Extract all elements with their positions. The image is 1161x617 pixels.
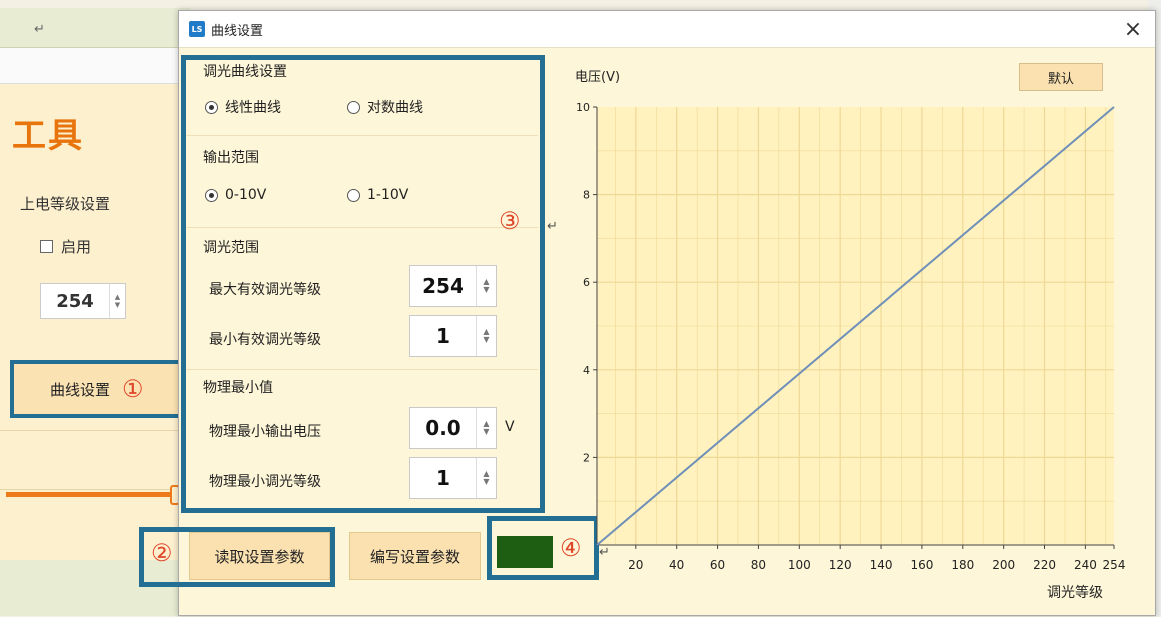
divider [186, 135, 538, 136]
background-divider-lines [0, 430, 190, 490]
radio-output-1-10v[interactable]: 1-10V [347, 187, 408, 203]
x-axis-title: 调光等级 [1047, 584, 1103, 601]
spin-arrows-icon[interactable]: ▲ ▼ [476, 266, 496, 306]
divider [186, 227, 538, 228]
x-tick-label: 240 [1074, 558, 1097, 572]
x-tick-label: 220 [1033, 558, 1056, 572]
titlebar-divider [179, 47, 1155, 48]
return-mark: ↵ [547, 219, 558, 234]
spin-arrows-icon[interactable]: ▲ ▼ [476, 458, 496, 498]
radio-button[interactable] [347, 188, 360, 202]
background-bottom-area [0, 560, 180, 616]
voltage-curve-line [596, 106, 1115, 546]
radio-button-selected[interactable] [205, 188, 218, 202]
physical-min-level-value[interactable]: 1 [436, 466, 450, 490]
enable-label: 启用 [61, 238, 92, 256]
x-tick-label: 40 [669, 558, 684, 572]
output-range-group-title: 输出范围 [203, 150, 259, 166]
x-tick-label: 254 [1103, 558, 1126, 572]
radio-button[interactable] [347, 100, 360, 114]
min-voltage-spinbox[interactable]: 0.0 ▲ ▼ [409, 407, 497, 449]
y-tick-label: 6 [583, 276, 590, 289]
settings-panel-annotation-frame [181, 55, 545, 513]
curve-settings-button-label: 曲线设置 [50, 380, 111, 399]
x-tick-label: 120 [829, 558, 852, 572]
min-voltage-value[interactable]: 0.0 [425, 416, 461, 440]
dialog-titlebar[interactable]: LS 曲线设置 × [179, 11, 1155, 47]
max-level-value[interactable]: 254 [422, 274, 464, 298]
dialog-title: 曲线设置 [211, 23, 264, 39]
curve-group-title: 调光曲线设置 [203, 64, 287, 80]
x-tick-label: 140 [870, 558, 893, 572]
x-tick-label: 60 [710, 558, 725, 572]
y-tick-label: 2 [583, 451, 590, 464]
write-settings-button[interactable]: 编写设置参数 [349, 532, 481, 580]
radio-log-curve[interactable]: 对数曲线 [347, 97, 423, 117]
spin-arrows-icon[interactable]: ▲ ▼ [476, 316, 496, 356]
annotation-number-3: ③ [499, 207, 521, 235]
spin-arrows-icon[interactable]: ▲ ▼ [109, 284, 125, 318]
max-level-label: 最大有效调光等级 [209, 282, 321, 298]
enable-checkbox[interactable] [40, 240, 53, 253]
annotation-number-2: ② [151, 539, 173, 567]
return-mark: ↵ [599, 545, 610, 560]
read-settings-button[interactable]: 读取设置参数 [189, 532, 330, 580]
x-tick-label: 180 [951, 558, 974, 572]
min-level-value[interactable]: 1 [436, 324, 450, 348]
physical-min-group-title: 物理最小值 [203, 380, 273, 396]
divider [186, 369, 538, 370]
spin-arrows-icon[interactable]: ▲ ▼ [476, 408, 496, 448]
x-tick-label: 160 [910, 558, 933, 572]
max-level-spinbox[interactable]: 254 ▲ ▼ [409, 265, 497, 307]
dimming-range-group-title: 调光范围 [203, 240, 259, 256]
radio-label: 线性曲线 [225, 100, 281, 116]
physical-min-level-spinbox[interactable]: 1 ▲ ▼ [409, 457, 497, 499]
y-tick-label: 4 [583, 364, 590, 377]
radio-label: 对数曲线 [367, 100, 423, 116]
y-axis-title: 电压(V) [575, 70, 620, 85]
radio-button-selected[interactable] [205, 100, 218, 114]
y-tick-label: 8 [583, 189, 590, 202]
return-mark: ↵ [34, 22, 45, 37]
tools-heading: 工具 [12, 116, 84, 156]
x-tick-label: 20 [628, 558, 643, 572]
voltage-unit: V [505, 419, 515, 435]
power-level-spinbox[interactable]: 254 ▲ ▼ [40, 283, 126, 319]
enable-checkbox-row[interactable]: 启用 [40, 236, 91, 257]
x-tick-label: 100 [788, 558, 811, 572]
min-level-label: 最小有效调光等级 [209, 332, 321, 348]
curve-settings-dialog: LS 曲线设置 × 调光曲线设置 线性曲线 对数曲线 输出范围 0-10V 1-… [139, 10, 1156, 616]
annotation-number-1: ① [122, 375, 144, 403]
annotation-number-4: ④ [560, 534, 582, 562]
radio-linear-curve[interactable]: 线性曲线 [205, 97, 281, 117]
y-tick-label: 10 [576, 101, 590, 114]
status-indicator [497, 536, 553, 568]
background-slider-track[interactable] [6, 492, 176, 497]
power-level-value[interactable]: 254 [56, 290, 94, 312]
close-icon[interactable]: × [1123, 16, 1143, 42]
curve-settings-button[interactable]: 曲线设置 ① [10, 360, 182, 418]
default-button[interactable]: 默认 [1019, 63, 1103, 91]
min-level-spinbox[interactable]: 1 ▲ ▼ [409, 315, 497, 357]
radio-output-0-10v[interactable]: 0-10V [205, 187, 266, 203]
app-icon: LS [189, 21, 205, 37]
radio-label: 0-10V [225, 187, 267, 203]
background-toolbar [0, 8, 190, 48]
radio-label: 1-10V [367, 187, 409, 203]
x-tick-label: 200 [992, 558, 1015, 572]
background-strip [0, 48, 190, 84]
min-voltage-label: 物理最小输出电压 [209, 424, 321, 440]
voltage-curve-chart: 20 40 60 80 100 120 140 160 180 200 220 240 254 2 4 6 8 1… [575, 70, 1126, 601]
read-button-annotation-frame [139, 527, 335, 587]
status-indicator-annotation-frame [487, 516, 599, 580]
x-tick-label: 80 [751, 558, 766, 572]
physical-min-level-label: 物理最小调光等级 [209, 474, 321, 490]
power-level-label: 上电等级设置 [20, 195, 111, 213]
